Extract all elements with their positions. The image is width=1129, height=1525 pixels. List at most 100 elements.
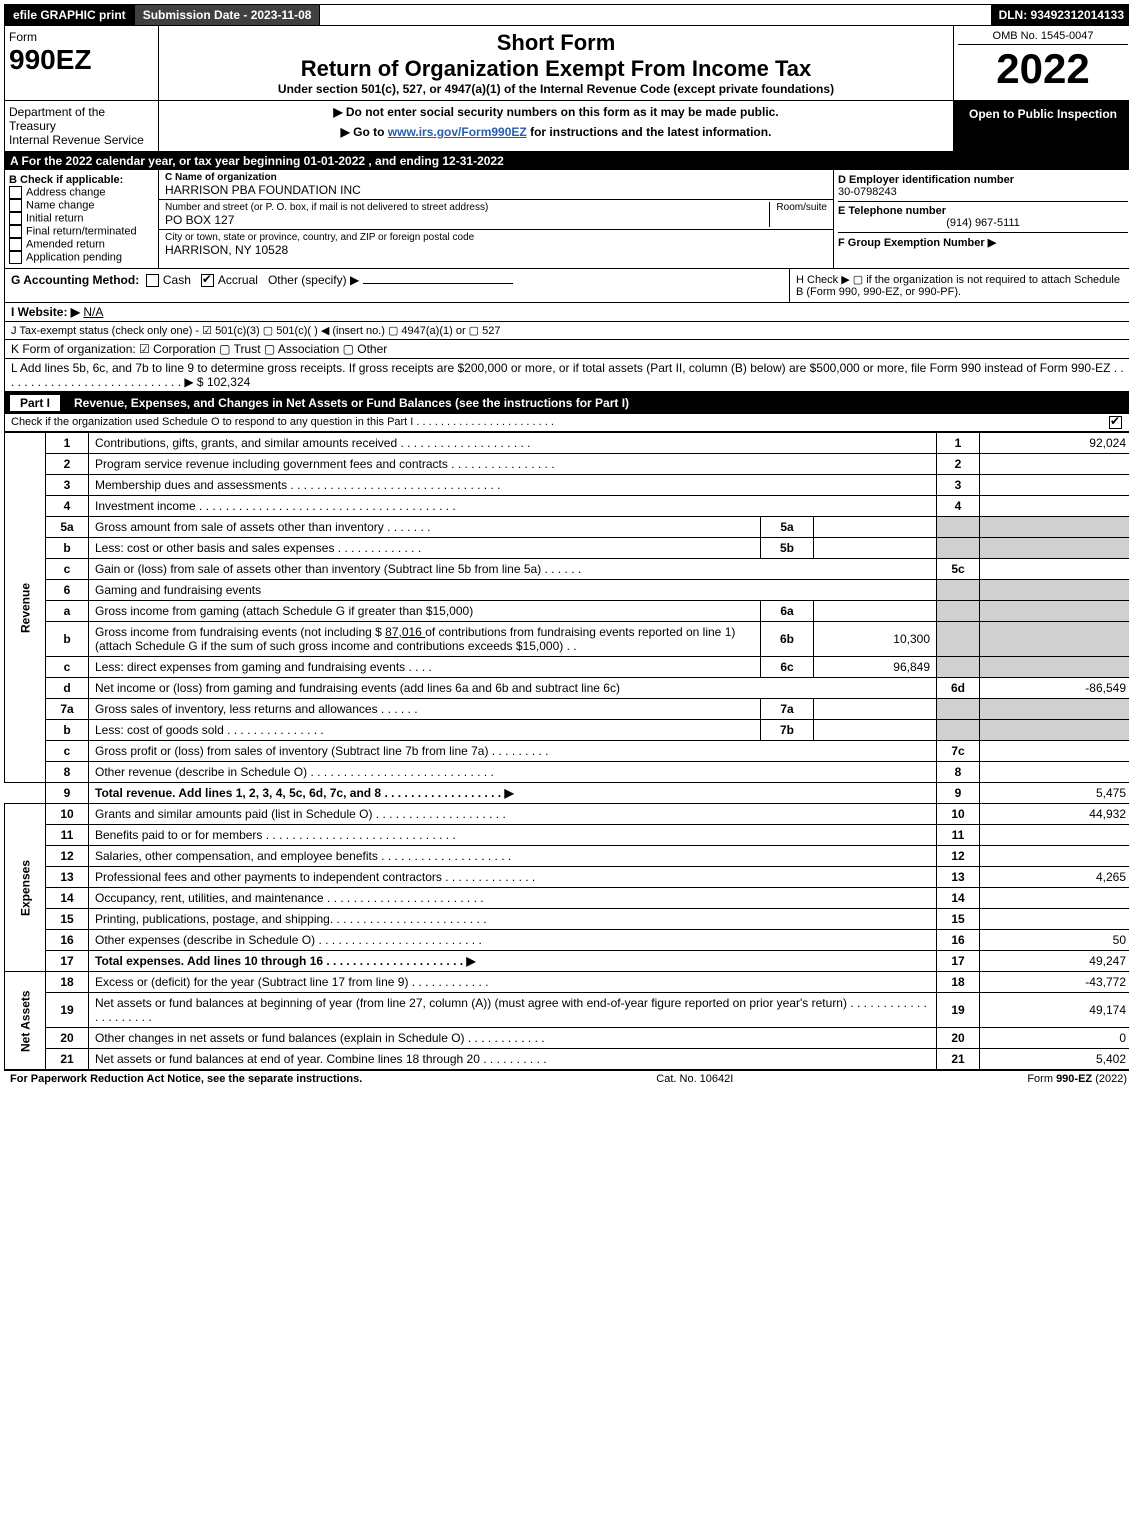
form-title-block: Short Form Return of Organization Exempt… [159,26,953,100]
desc-6d: Net income or (loss) from gaming and fun… [89,678,937,699]
desc-7c: Gross profit or (loss) from sales of inv… [89,741,937,762]
g-label: G Accounting Method: [11,273,139,287]
desc-7a: Gross sales of inventory, less returns a… [89,699,761,720]
spacer-rev [5,783,46,804]
iamt-6a [814,601,937,622]
col-2: 2 [937,454,980,475]
chk-accrual[interactable] [201,274,214,287]
desc-7b: Less: cost of goods sold . . . . . . . .… [89,720,761,741]
ln-5c: c [46,559,89,580]
icol-7a: 7a [761,699,814,720]
short-form-label: Short Form [163,30,949,56]
amt-11 [980,825,1129,846]
ln-7a: 7a [46,699,89,720]
amt-20: 0 [980,1028,1129,1049]
vlabel-revenue: Revenue [5,433,46,783]
omb-year: OMB No. 1545-0047 2022 [953,26,1129,100]
ln-13: 13 [46,867,89,888]
instr-pre: ▶ Go to [341,125,388,139]
lbl-initial: Initial return [26,212,83,224]
col-6d: 6d [937,678,980,699]
lines-gl: G Accounting Method: Cash Accrual Other … [4,269,1129,392]
amt-4 [980,496,1129,517]
col-21: 21 [937,1049,980,1070]
cat-no: Cat. No. 10642I [656,1073,733,1085]
org-name: HARRISON PBA FOUNDATION INC [165,183,361,197]
website: N/A [83,305,103,319]
ln-6b: b [46,622,89,657]
chk-amended[interactable] [9,238,22,251]
omb-no: OMB No. 1545-0047 [958,30,1128,45]
ln-16: 16 [46,930,89,951]
ln-12: 12 [46,846,89,867]
col-9: 9 [937,783,980,804]
desc-16: Other expenses (describe in Schedule O) … [89,930,937,951]
amt-1: 92,024 [980,433,1129,454]
instructions: ▶ Do not enter social security numbers o… [159,101,953,151]
col-11: 11 [937,825,980,846]
desc-1: Contributions, gifts, grants, and simila… [89,433,937,454]
ein-label: D Employer identification number [838,174,1128,186]
amt-17: 49,247 [980,951,1129,972]
chk-initial[interactable] [9,212,22,225]
amt-3 [980,475,1129,496]
city: HARRISON, NY 10528 [165,243,474,257]
pra-notice: For Paperwork Reduction Act Notice, see … [10,1073,362,1085]
ln-9: 9 [46,783,89,804]
irs-link[interactable]: www.irs.gov/Form990EZ [388,125,527,139]
part-i-check: Check if the organization used Schedule … [4,414,1129,432]
shade-6a-amt [980,601,1129,622]
ln-18: 18 [46,972,89,993]
chk-schedule-o[interactable] [1109,416,1122,429]
ln-6d: d [46,678,89,699]
ln-21: 21 [46,1049,89,1070]
amt-18: -43,772 [980,972,1129,993]
icol-6a: 6a [761,601,814,622]
open-public: Open to Public Inspection [953,101,1129,151]
icol-6b: 6b [761,622,814,657]
chk-pending[interactable] [9,251,22,264]
col-20: 20 [937,1028,980,1049]
vlabel-net: Net Assets [5,972,46,1070]
info-block: B Check if applicable: Address change Na… [4,170,1129,269]
part-i-header: Part I Revenue, Expenses, and Changes in… [4,392,1129,414]
d6b-1: Gross income from fundraising events (no… [95,625,385,639]
other-input[interactable] [363,283,513,284]
vlabel-expenses: Expenses [5,804,46,972]
ln-5b: b [46,538,89,559]
desc-21: Net assets or fund balances at end of ye… [89,1049,937,1070]
col-19: 19 [937,993,980,1028]
dln: DLN: 93492312014133 [991,5,1129,25]
amt-19: 49,174 [980,993,1129,1028]
icol-5b: 5b [761,538,814,559]
icol-5a: 5a [761,517,814,538]
amt-5c [980,559,1129,580]
ln-2: 2 [46,454,89,475]
chk-final[interactable] [9,225,22,238]
org-name-label: C Name of organization [165,172,361,183]
col-17: 17 [937,951,980,972]
shade-6-amt [980,580,1129,601]
section-a: A For the 2022 calendar year, or tax yea… [4,152,1129,170]
col-7c: 7c [937,741,980,762]
col-10: 10 [937,804,980,825]
dept-row: Department of the Treasury Internal Reve… [4,101,1129,152]
ln-6: 6 [46,580,89,601]
chk-name[interactable] [9,199,22,212]
ln-8: 8 [46,762,89,783]
line-g: G Accounting Method: Cash Accrual Other … [5,269,789,302]
col-5c: 5c [937,559,980,580]
desc-6b: Gross income from fundraising events (no… [89,622,761,657]
form-ref-b: 990-EZ [1056,1073,1092,1085]
iamt-7a [814,699,937,720]
col-18: 18 [937,972,980,993]
ln-15: 15 [46,909,89,930]
col-1: 1 [937,433,980,454]
desc-14: Occupancy, rent, utilities, and maintena… [89,888,937,909]
chk-address[interactable] [9,186,22,199]
line-k: K Form of organization: ☑ Corporation ▢ … [5,339,1129,358]
footer: For Paperwork Reduction Act Notice, see … [4,1070,1129,1087]
chk-cash[interactable] [146,274,159,287]
efile-label: efile GRAPHIC print [5,5,135,25]
form-ref-pre: Form [1027,1073,1056,1085]
